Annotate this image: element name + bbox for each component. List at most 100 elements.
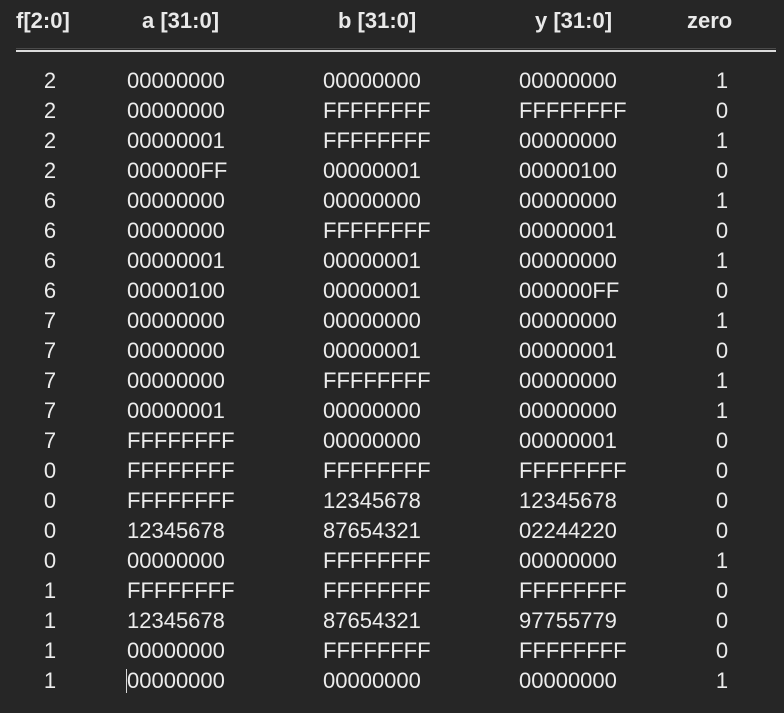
cell-a[interactable]: 00000000 — [127, 368, 225, 393]
cell-zero[interactable]: 1 — [715, 188, 729, 213]
cell-b[interactable]: 00000000 — [323, 668, 421, 693]
cell-f[interactable]: 2 — [43, 68, 57, 93]
table-row[interactable]: 0 12345678 87654321 02244220 0 — [0, 516, 784, 546]
cell-zero[interactable]: 0 — [715, 638, 729, 663]
cell-y[interactable]: FFFFFFFF — [519, 98, 627, 123]
cell-y[interactable]: 97755779 — [519, 608, 617, 633]
cell-f[interactable]: 2 — [43, 98, 57, 123]
cell-y[interactable]: 00000001 — [519, 338, 617, 363]
cell-b[interactable]: 00000000 — [323, 428, 421, 453]
cell-y[interactable]: 12345678 — [519, 488, 617, 513]
cell-b[interactable]: FFFFFFFF — [323, 218, 431, 243]
cell-zero[interactable]: 0 — [715, 278, 729, 303]
cell-y[interactable]: 00000000 — [519, 68, 617, 93]
cell-a[interactable]: 00000000 — [127, 638, 225, 663]
table-row[interactable]: 7 00000000 00000001 00000001 0 — [0, 336, 784, 366]
cell-f[interactable]: 1 — [43, 638, 57, 663]
cell-a[interactable]: 000000FF — [127, 158, 228, 183]
cell-a[interactable]: FFFFFFFF — [127, 488, 235, 513]
cell-zero[interactable]: 0 — [715, 488, 729, 513]
cell-f[interactable]: 2 — [43, 158, 57, 183]
cell-f[interactable]: 1 — [43, 668, 57, 693]
table-row[interactable]: 1 FFFFFFFF FFFFFFFF FFFFFFFF 0 — [0, 576, 784, 606]
cell-a[interactable]: 00000000 — [127, 308, 225, 333]
cell-f[interactable]: 7 — [43, 308, 57, 333]
cell-y[interactable]: 00000100 — [519, 158, 617, 183]
cell-a[interactable]: 00000001 — [127, 398, 225, 423]
cell-f[interactable]: 7 — [43, 398, 57, 423]
cell-b[interactable]: 87654321 — [323, 608, 421, 633]
cell-y[interactable]: 00000000 — [519, 668, 617, 693]
cell-f[interactable]: 1 — [43, 608, 57, 633]
cell-zero[interactable]: 1 — [715, 368, 729, 393]
cell-b[interactable]: FFFFFFFF — [323, 368, 431, 393]
cell-zero[interactable]: 0 — [715, 218, 729, 243]
table-row[interactable]: 6 00000001 00000001 00000000 1 — [0, 246, 784, 276]
cell-a[interactable]: 00000001 — [127, 128, 225, 153]
cell-b[interactable]: 00000000 — [323, 188, 421, 213]
cell-y[interactable]: FFFFFFFF — [519, 638, 627, 663]
cell-y[interactable]: 00000000 — [519, 188, 617, 213]
cell-y[interactable]: 00000000 — [519, 128, 617, 153]
table-row[interactable]: 0 FFFFFFFF 12345678 12345678 0 — [0, 486, 784, 516]
table-row[interactable]: 6 00000000 FFFFFFFF 00000001 0 — [0, 216, 784, 246]
cell-a[interactable]: FFFFFFFF — [127, 458, 235, 483]
cell-y[interactable]: 00000000 — [519, 368, 617, 393]
cell-f[interactable]: 6 — [43, 248, 57, 273]
cell-y[interactable]: 00000000 — [519, 308, 617, 333]
cell-y[interactable]: 00000000 — [519, 548, 617, 573]
table-body[interactable]: 2 00000000 00000000 00000000 1 2 00000000 FFFFF… — [0, 66, 784, 696]
cell-f[interactable]: 2 — [43, 128, 57, 153]
cell-b[interactable]: 12345678 — [323, 488, 421, 513]
cell-b[interactable]: 00000000 — [323, 308, 421, 333]
cell-a[interactable]: 00000000 — [127, 188, 225, 213]
cell-b[interactable]: FFFFFFFF — [323, 98, 431, 123]
cell-y[interactable]: FFFFFFFF — [519, 578, 627, 603]
cell-zero[interactable]: 0 — [715, 98, 729, 123]
cell-f[interactable]: 6 — [43, 278, 57, 303]
cell-a[interactable]: 00000100 — [127, 278, 225, 303]
cell-zero[interactable]: 0 — [715, 578, 729, 603]
cell-zero[interactable]: 0 — [715, 518, 729, 543]
table-row[interactable]: 0 FFFFFFFF FFFFFFFF FFFFFFFF 0 — [0, 456, 784, 486]
cell-zero[interactable]: 1 — [715, 548, 729, 573]
table-row[interactable]: 2 00000000 00000000 00000000 1 — [0, 66, 784, 96]
cell-a[interactable]: 12345678 — [127, 608, 225, 633]
cell-b[interactable]: 00000001 — [323, 158, 421, 183]
cell-zero[interactable]: 1 — [715, 308, 729, 333]
cell-a[interactable]: 00000001 — [127, 248, 225, 273]
table-row[interactable]: 7 FFFFFFFF 00000000 00000001 0 — [0, 426, 784, 456]
cell-zero[interactable]: 0 — [715, 428, 729, 453]
cell-a[interactable]: 12345678 — [127, 518, 225, 543]
cell-a[interactable]: FFFFFFFF — [127, 428, 235, 453]
cell-b[interactable]: 00000001 — [323, 278, 421, 303]
cell-b[interactable]: FFFFFFFF — [323, 548, 431, 573]
cell-a[interactable]: 00000000 — [127, 338, 225, 363]
cell-f[interactable]: 7 — [43, 338, 57, 363]
cell-zero[interactable]: 1 — [715, 668, 729, 693]
cell-b[interactable]: FFFFFFFF — [323, 128, 431, 153]
cell-y[interactable]: 02244220 — [519, 518, 617, 543]
cell-b[interactable]: 00000000 — [323, 68, 421, 93]
cell-f[interactable]: 0 — [43, 458, 57, 483]
cell-zero[interactable]: 1 — [715, 248, 729, 273]
cell-a[interactable]: 00000000 — [127, 548, 225, 573]
cell-y[interactable]: 00000000 — [519, 248, 617, 273]
cell-f[interactable]: 7 — [43, 368, 57, 393]
cell-zero[interactable]: 1 — [715, 398, 729, 423]
table-row[interactable]: 7 00000000 FFFFFFFF 00000000 1 — [0, 366, 784, 396]
cell-zero[interactable]: 0 — [715, 458, 729, 483]
table-row[interactable]: 2 00000000 FFFFFFFF FFFFFFFF 0 — [0, 96, 784, 126]
cell-b[interactable]: FFFFFFFF — [323, 638, 431, 663]
table-row[interactable]: 7 00000000 00000000 00000000 1 — [0, 306, 784, 336]
cell-f[interactable]: 6 — [43, 188, 57, 213]
cell-b[interactable]: 00000000 — [323, 398, 421, 423]
cell-a[interactable]: 00000000 — [127, 668, 225, 693]
cell-zero[interactable]: 0 — [715, 608, 729, 633]
table-row[interactable]: 6 00000100 00000001 000000FF 0 — [0, 276, 784, 306]
cell-y[interactable]: 00000001 — [519, 218, 617, 243]
cell-f[interactable]: 0 — [43, 488, 57, 513]
cell-f[interactable]: 6 — [43, 218, 57, 243]
cell-b[interactable]: 00000001 — [323, 338, 421, 363]
cell-f[interactable]: 7 — [43, 428, 57, 453]
